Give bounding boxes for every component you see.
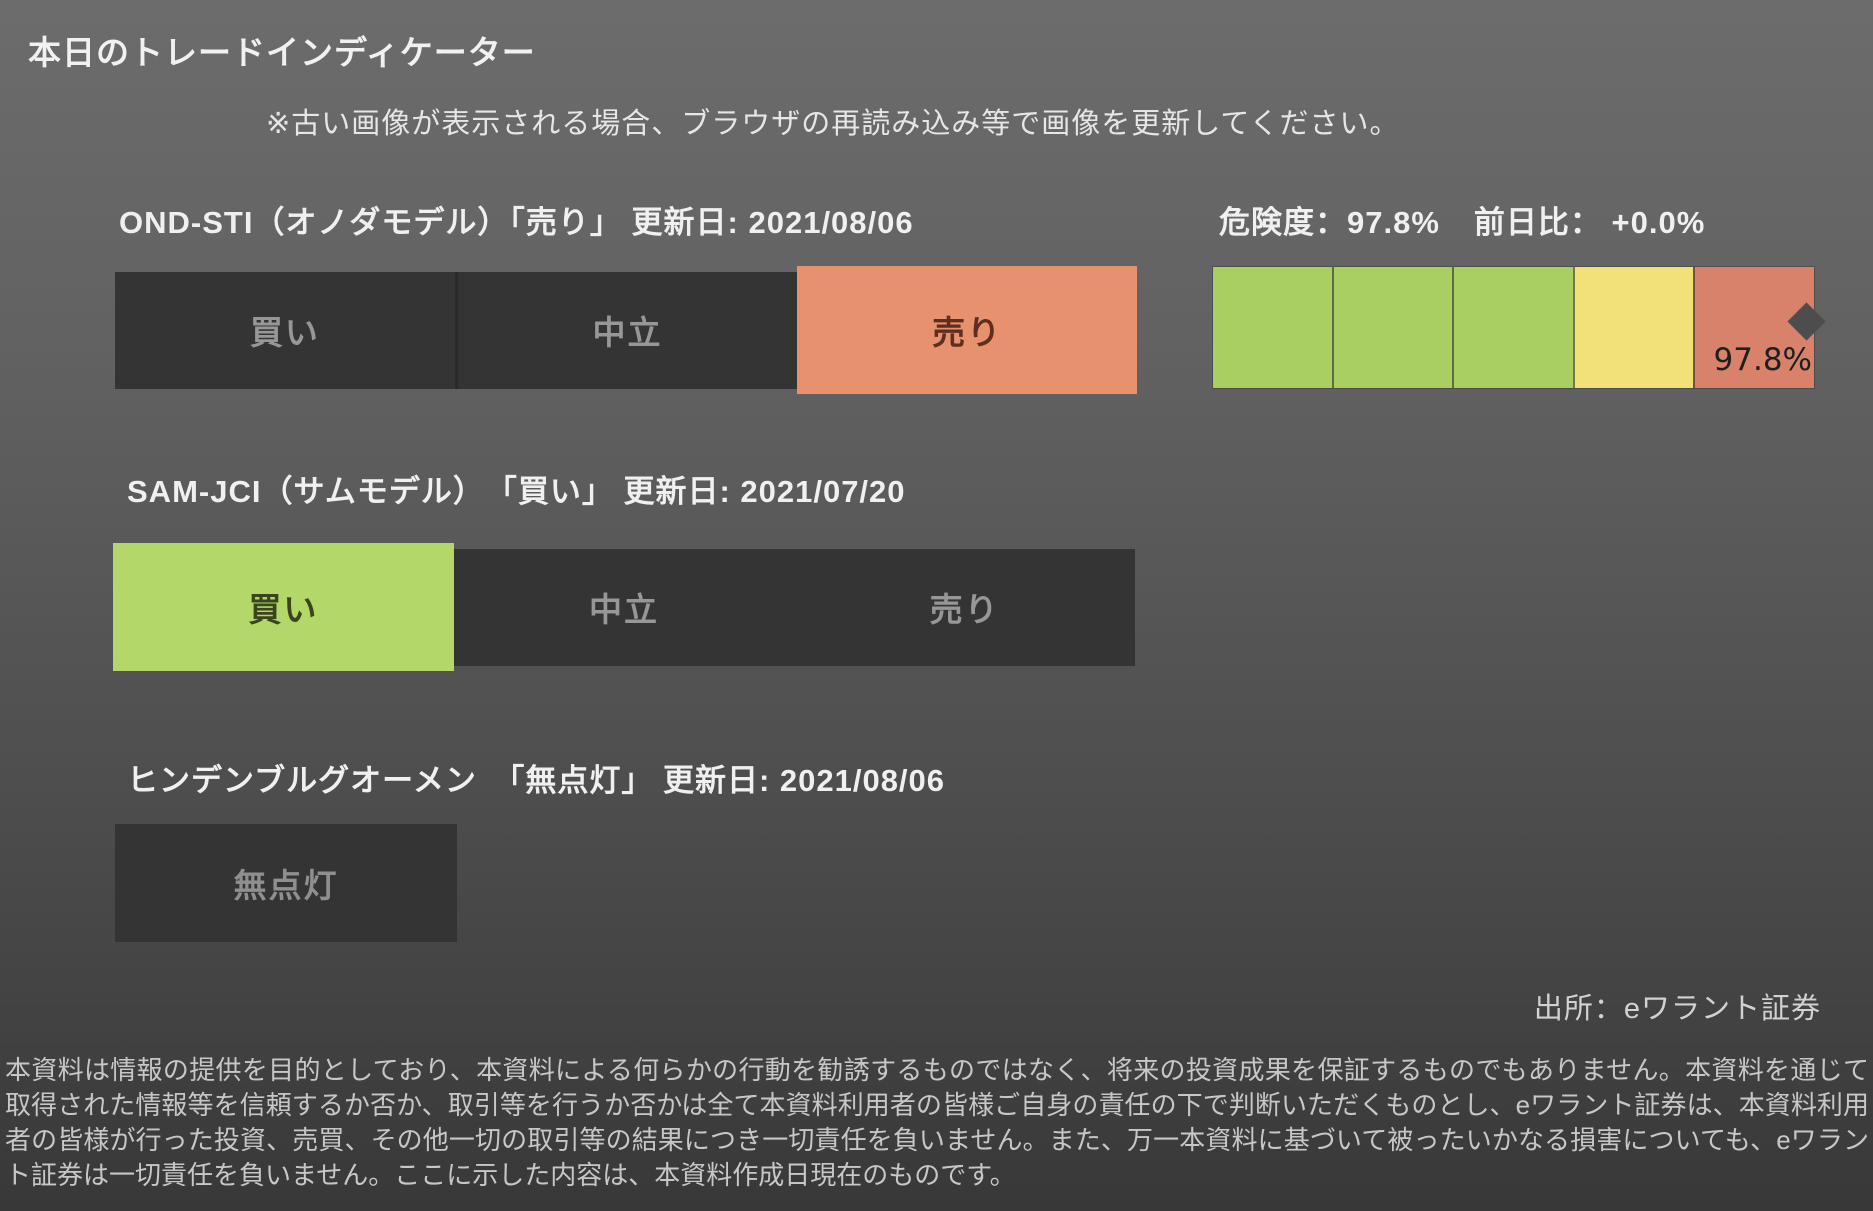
indicator-title-hindenburg: ヒンデンブルグオーメン 「無点灯」 更新日: 2021/08/06 — [127, 763, 946, 798]
gauge-segment — [1331, 267, 1453, 388]
option-no-signal-inactive: 無点灯 — [115, 824, 457, 942]
reload-note: ※古い画像が表示される場合、ブラウザの再読み込み等で画像を更新してください。 — [266, 108, 1400, 140]
source-attribution: 出所：eワラント証券 — [1533, 993, 1821, 1025]
option-buy-active: 買い — [113, 543, 454, 671]
risk-stats-line: 危険度：97.8% 前日比： +0.0% — [1219, 197, 1705, 242]
indicator-sam-jci-options: 買い 中立 売り — [113, 543, 1136, 671]
option-sell-active: 売り — [797, 266, 1138, 394]
page-title: 本日のトレードインディケーター — [28, 34, 536, 71]
option-buy-inactive: 買い — [115, 271, 458, 389]
option-sell-inactive: 売り — [794, 548, 1136, 666]
change-value: +0.0% — [1611, 205, 1706, 240]
indicator-ond-sti-options: 買い 中立 売り — [115, 266, 1138, 394]
risk-label: 危険度： — [1219, 205, 1347, 240]
indicator-title-sam-jci: SAM-JCI（サムモデル） 「買い」 更新日: 2021/07/20 — [127, 474, 906, 509]
indicator-title-ond-sti: OND-STI（オノダモデル）「売り」 更新日: 2021/08/06 — [119, 205, 914, 240]
gauge-segment — [1213, 267, 1332, 388]
option-neutral-inactive: 中立 — [453, 548, 795, 666]
option-neutral-inactive: 中立 — [457, 271, 798, 389]
disclaimer-text: 本資料は情報の提供を目的としており、本資料による何らかの行動を勧誘するものではな… — [5, 1055, 1869, 1190]
gauge-segment — [1452, 267, 1573, 388]
gauge-segment — [1572, 267, 1694, 388]
gauge-value-label: 97.8% — [1713, 342, 1812, 378]
risk-gauge-track: 97.8% — [1212, 266, 1826, 389]
change-label: 前日比： — [1473, 205, 1602, 240]
risk-value: 97.8% — [1347, 205, 1440, 240]
